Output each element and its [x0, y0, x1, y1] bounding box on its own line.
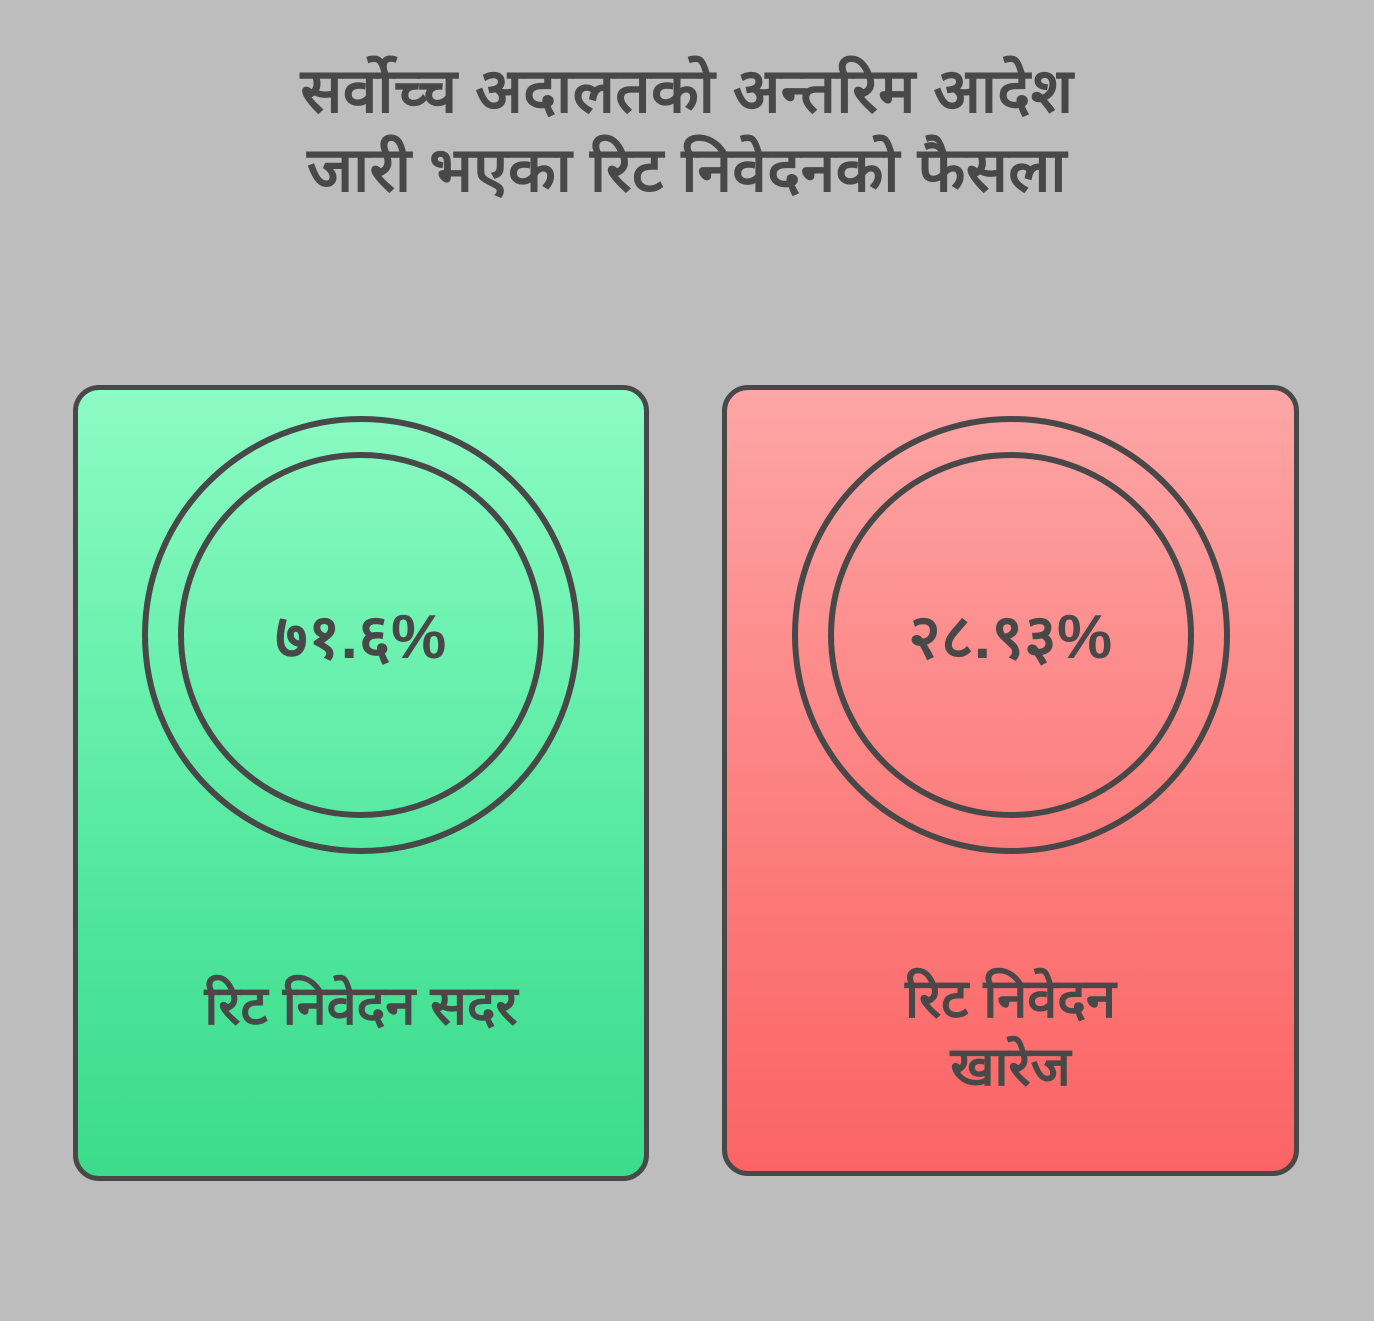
stat-card-writ-dismissed[interactable]: २८.९३% रिट निवेदन खारेज	[722, 385, 1299, 1176]
card-caption-writ-upheld: रिट निवेदन सदर	[204, 976, 518, 1036]
gauge-rings-icon	[142, 416, 580, 854]
gauge-value-writ-dismissed: २८.९३%	[908, 603, 1113, 672]
gauge-value-writ-upheld: ७१.६%	[275, 603, 447, 672]
card-caption-writ-dismissed: रिट निवेदन खारेज	[905, 969, 1116, 1098]
stat-card-writ-upheld[interactable]: ७१.६% रिट निवेदन सदर	[73, 385, 649, 1181]
gauge-writ-upheld: ७१.६%	[141, 415, 581, 855]
page-title: सर्वोच्च अदालतको अन्तरिम आदेश जारी भएका …	[300, 57, 1074, 206]
gauge-rings-icon	[791, 416, 1230, 854]
gauge-writ-dismissed: २८.९३%	[791, 415, 1231, 855]
